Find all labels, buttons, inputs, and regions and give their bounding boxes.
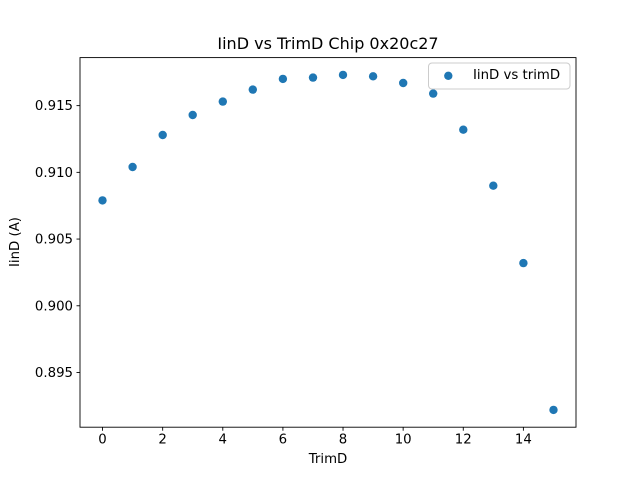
scatter-point — [519, 258, 528, 268]
y-tick-label: 0.910 — [35, 166, 73, 181]
y-tick-label: 0.905 — [35, 233, 73, 248]
x-tick-label: 6 — [279, 433, 287, 448]
legend-marker-icon — [444, 71, 453, 81]
scatter-point — [459, 125, 468, 134]
x-tick-label: 4 — [219, 433, 227, 448]
y-tick-label: 0.915 — [35, 99, 73, 114]
scatter-point — [98, 196, 107, 205]
scatter-point — [308, 73, 318, 82]
x-tick-label: 2 — [158, 433, 166, 448]
scatter-point — [549, 405, 558, 415]
scatter-point — [278, 74, 288, 84]
scatter-point — [188, 110, 197, 120]
scatter-point — [158, 130, 167, 140]
y-tick-label: 0.900 — [35, 299, 73, 314]
legend-box — [428, 62, 571, 90]
y-axis-label: IinD (A) — [8, 217, 23, 267]
x-tick-label: 12 — [455, 433, 472, 448]
scatter-point — [399, 78, 408, 88]
x-tick-label: 14 — [515, 433, 532, 448]
y-tick-label: 0.895 — [35, 366, 73, 381]
legend-entry-label: IinD vs trimD — [473, 68, 561, 83]
scatter-point — [128, 162, 137, 172]
x-tick-label: 8 — [339, 433, 347, 448]
axes-border — [79, 57, 577, 428]
scatter-point — [218, 97, 227, 106]
scatter-point — [429, 89, 438, 98]
scatter-point — [338, 70, 348, 80]
x-axis-label: TrimD — [308, 452, 348, 467]
x-tick-label: 0 — [98, 433, 106, 448]
scatter-point — [248, 85, 257, 94]
scatter-point — [489, 181, 498, 190]
x-tick-label: 10 — [395, 433, 412, 448]
scatter-point — [368, 72, 378, 81]
chart-title: IinD vs TrimD Chip 0x20c27 — [217, 34, 439, 53]
